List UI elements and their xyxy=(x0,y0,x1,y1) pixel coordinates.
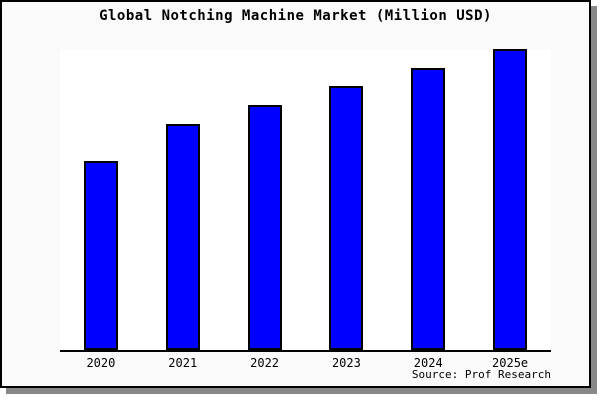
x-tick-label-2025e: 2025e xyxy=(492,356,529,370)
bar-2025e xyxy=(493,49,528,350)
bar-2023 xyxy=(329,85,364,350)
bar-2022 xyxy=(247,104,282,350)
bar-2020 xyxy=(83,160,118,350)
x-tick-label-2023: 2023 xyxy=(331,356,361,370)
x-tick-label-2020: 2020 xyxy=(86,356,116,370)
plot-area xyxy=(60,49,551,352)
x-axis-labels: 2020 2021 2022 2023 2024 2025e xyxy=(60,356,551,371)
chart-frame: Global Notching Machine Market (Million … xyxy=(0,0,591,388)
x-tick-label-2024: 2024 xyxy=(413,356,443,370)
chart-title: Global Notching Machine Market (Million … xyxy=(99,8,492,24)
bar-2024 xyxy=(411,67,446,350)
bar-2021 xyxy=(165,123,200,350)
x-tick-label-2022: 2022 xyxy=(250,356,280,370)
source-credit: Source: Prof Research xyxy=(411,368,551,381)
bars-group xyxy=(60,49,551,350)
x-tick-label-2021: 2021 xyxy=(168,356,198,370)
